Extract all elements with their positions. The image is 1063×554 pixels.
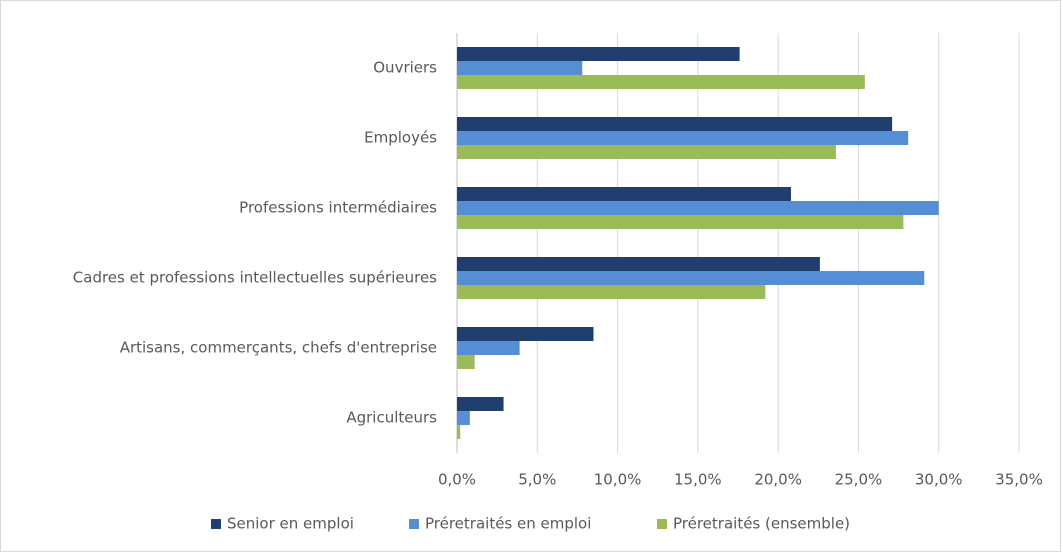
legend-swatch bbox=[409, 519, 419, 529]
x-tick-label: 20,0% bbox=[754, 471, 802, 489]
x-tick-label: 35,0% bbox=[995, 471, 1043, 489]
x-tick-label: 15,0% bbox=[674, 471, 722, 489]
x-tick-label: 5,0% bbox=[518, 471, 556, 489]
x-tick-label: 25,0% bbox=[835, 471, 883, 489]
bar bbox=[457, 187, 791, 201]
y-tick-label: Artisans, commerçants, chefs d'entrepris… bbox=[120, 339, 437, 357]
bar bbox=[457, 271, 925, 285]
bar bbox=[457, 411, 470, 425]
bar bbox=[457, 117, 893, 131]
bar bbox=[457, 341, 520, 355]
y-tick-label: Employés bbox=[364, 129, 437, 147]
x-tick-label: 10,0% bbox=[594, 471, 642, 489]
bar bbox=[457, 47, 740, 61]
bar bbox=[457, 355, 475, 369]
bar bbox=[457, 425, 461, 439]
x-tick-label: 0,0% bbox=[438, 471, 476, 489]
legend-swatch bbox=[657, 519, 667, 529]
bar bbox=[457, 201, 939, 215]
legend-label: Préretraités en emploi bbox=[425, 515, 591, 533]
bar bbox=[457, 285, 766, 299]
legend-label: Préretraités (ensemble) bbox=[673, 515, 850, 533]
y-tick-label: Cadres et professions intellectuelles su… bbox=[73, 269, 437, 287]
bar bbox=[457, 397, 504, 411]
bar bbox=[457, 257, 820, 271]
legend-swatch bbox=[211, 519, 221, 529]
bar bbox=[457, 75, 865, 89]
bar bbox=[457, 215, 904, 229]
bar bbox=[457, 61, 583, 75]
y-tick-label: Professions intermédiaires bbox=[239, 199, 437, 217]
legend-label: Senior en emploi bbox=[227, 515, 354, 533]
x-tick-label: 30,0% bbox=[915, 471, 963, 489]
bar bbox=[457, 327, 594, 341]
bar bbox=[457, 131, 909, 145]
y-tick-label: Agriculteurs bbox=[346, 409, 437, 427]
y-tick-label: Ouvriers bbox=[373, 59, 437, 77]
bar bbox=[457, 145, 836, 159]
